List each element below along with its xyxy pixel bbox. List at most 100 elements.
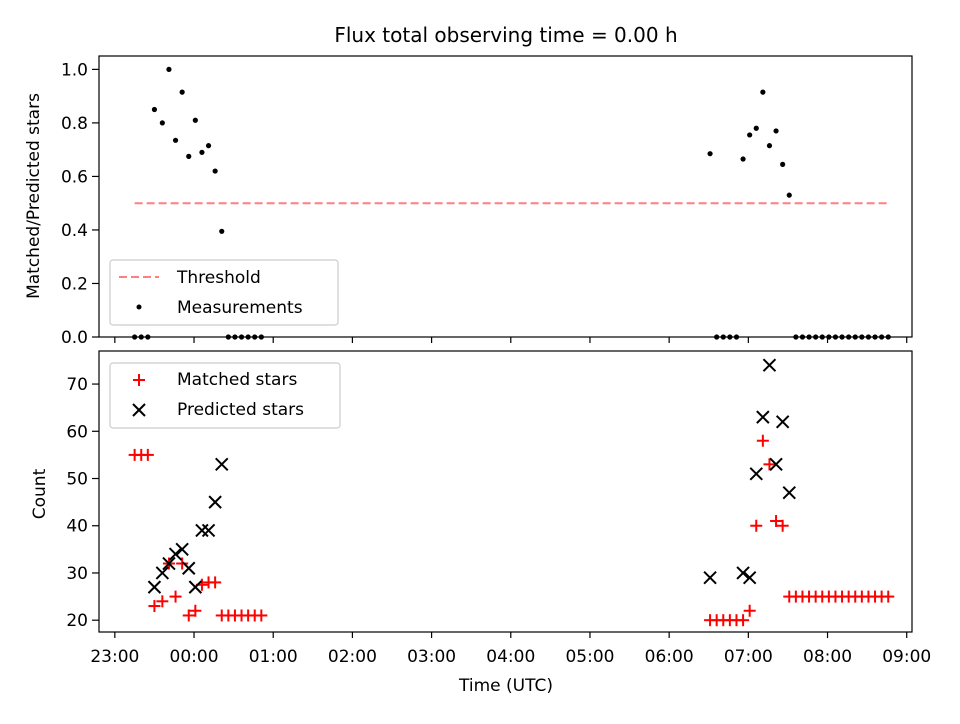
- matched-star-point: [209, 576, 222, 589]
- measurement-point: [219, 228, 225, 234]
- matched-star-point: [743, 604, 756, 617]
- predicted-star-point: [147, 580, 162, 594]
- predicted-x-b: [147, 580, 162, 594]
- bottom-x-axis: 23:00 00:00 01:00 02:00 03:00 04:00 05:00 06:00…: [90, 632, 931, 667]
- predicted-x-b: [168, 547, 183, 561]
- legend-measurements-label: Measurements: [177, 298, 303, 318]
- predicted-x-b: [162, 556, 176, 571]
- predicted-x-b: [703, 570, 717, 585]
- measurement-point: [707, 151, 713, 157]
- predicted-x-b: [769, 457, 783, 472]
- predicted-star-point: [155, 566, 170, 580]
- x-tick-label: 05:00: [565, 647, 614, 667]
- measurement-point: [773, 128, 779, 134]
- predicted-x-b: [155, 566, 170, 580]
- predicted-star-point: [742, 570, 757, 585]
- measurement-point: [151, 106, 158, 113]
- predicted-x-b: [182, 561, 196, 575]
- measurement-point: [192, 117, 198, 123]
- top-y-tick-label: 0.2: [61, 274, 88, 294]
- predicted-star-point: [168, 547, 183, 561]
- predicted-x-b: [175, 542, 189, 557]
- matched-star-point: [763, 458, 776, 471]
- measurement-point: [212, 168, 218, 174]
- predicted-x-b: [756, 410, 770, 424]
- x-tick-label: 06:00: [645, 647, 694, 667]
- top-x-axis-ticks: [114, 337, 908, 343]
- predicted-star-point: [749, 467, 763, 481]
- predicted-star-point: [736, 566, 750, 580]
- measurement-point: [760, 89, 766, 95]
- predicted-star-point: [175, 542, 189, 557]
- predicted-x-b: [742, 570, 757, 585]
- x-tick-label: 08:00: [803, 647, 852, 667]
- bottom-y-tick-label: 50: [66, 470, 88, 490]
- bottom-y-tick-label: 30: [66, 564, 88, 584]
- top-axes-frame: [98, 55, 913, 338]
- bottom-legend[interactable]: Matched stars Predicted stars: [109, 362, 341, 429]
- predicted-x-b: [201, 523, 216, 538]
- bottom-y-axis-label: Count: [30, 468, 50, 519]
- measurement-point: [179, 89, 185, 95]
- bottom-y-tick-label: 60: [66, 422, 88, 442]
- matched-star-point: [770, 515, 783, 528]
- x-tick-label: 03:00: [407, 647, 456, 667]
- bottom-panel: 20 30 40 50 60 70 23:00 00:00 01:00 02:00 03:00 04…: [30, 350, 931, 696]
- matched-star-point: [882, 590, 895, 603]
- top-y-tick-label: 0.8: [61, 114, 88, 134]
- measurement-point: [186, 153, 192, 159]
- x-tick-label: 23:00: [90, 647, 139, 667]
- x-tick-label: 00:00: [170, 647, 219, 667]
- top-y-tick-label: 0.0: [61, 328, 88, 348]
- predicted-star-point: [182, 561, 196, 575]
- chart-title: Flux total observing time = 0.00 h: [334, 23, 677, 47]
- top-legend[interactable]: Threshold Measurements: [109, 259, 339, 326]
- predicted-star-point: [162, 556, 176, 571]
- matched-star-point: [776, 519, 789, 532]
- top-legend-box: [109, 259, 339, 326]
- legend-threshold-label: Threshold: [176, 268, 261, 288]
- legend-matched-label: Matched stars: [177, 370, 297, 390]
- predicted-x-b: [736, 566, 750, 580]
- measurement-point: [172, 137, 179, 143]
- measurement-point: [159, 120, 165, 126]
- matched-star-point: [141, 448, 154, 461]
- measurement-point: [740, 156, 746, 162]
- x-tick-label: 01:00: [249, 647, 298, 667]
- measurement-point: [766, 143, 773, 149]
- matched-star-point: [176, 557, 189, 570]
- matched-star-point: [169, 590, 182, 603]
- legend-predicted-label: Predicted stars: [177, 400, 304, 420]
- legend-predicted-swatch: [132, 403, 146, 417]
- bottom-y-tick-label: 40: [66, 517, 88, 537]
- matched-star-point: [148, 600, 161, 613]
- predicted-x-b: [749, 467, 763, 481]
- bottom-plot-area: [128, 358, 895, 627]
- measurement-point: [747, 132, 753, 138]
- matched-star-point: [189, 604, 202, 617]
- predicted-star-point: [703, 570, 717, 585]
- x-tick-label: 07:00: [724, 647, 773, 667]
- top-y-axis-label: Matched/Predicted stars: [24, 93, 44, 299]
- matched-star-point: [756, 434, 769, 447]
- x-tick-label: 04:00: [486, 647, 535, 667]
- legend-matched-swatch: [133, 374, 145, 386]
- matched-star-point: [182, 609, 195, 622]
- x-axis-label: Time (UTC): [458, 676, 553, 696]
- predicted-star-point: [215, 457, 229, 472]
- predicted-star-point: [782, 485, 796, 500]
- measurement-point: [753, 125, 759, 131]
- predicted-x-b: [188, 580, 203, 594]
- measurement-point: [166, 66, 172, 72]
- measurement-point: [205, 143, 212, 149]
- matched-star-point: [156, 595, 169, 608]
- predicted-star-point: [762, 358, 777, 372]
- x-tick-label: 02:00: [328, 647, 377, 667]
- predicted-x-b: [782, 485, 796, 500]
- predicted-x-b: [762, 358, 777, 372]
- measurement-point: [786, 192, 792, 198]
- bottom-y-tick-label: 70: [66, 375, 88, 395]
- predicted-star-point: [769, 457, 783, 472]
- matched-star-point: [750, 519, 763, 532]
